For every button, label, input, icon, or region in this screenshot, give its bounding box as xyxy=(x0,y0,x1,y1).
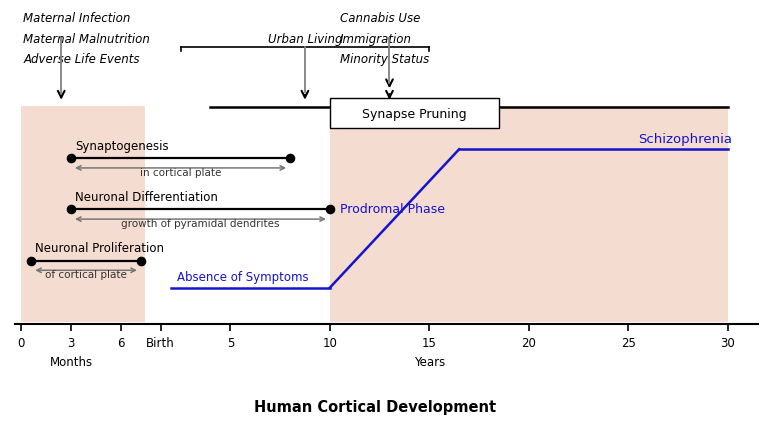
Point xyxy=(65,155,77,162)
Text: Urban Living: Urban Living xyxy=(267,32,342,46)
Text: Maternal Malnutrition: Maternal Malnutrition xyxy=(23,32,150,46)
Text: of cortical plate: of cortical plate xyxy=(45,269,127,279)
Text: Years: Years xyxy=(414,356,445,369)
Text: Maternal Infection: Maternal Infection xyxy=(23,12,131,25)
Text: Neuronal Proliferation: Neuronal Proliferation xyxy=(36,241,165,254)
Text: Months: Months xyxy=(49,356,93,369)
Text: Minority Status: Minority Status xyxy=(340,53,429,66)
Point xyxy=(65,206,77,213)
Text: Human Cortical Development: Human Cortical Development xyxy=(254,399,495,414)
Bar xyxy=(330,106,727,323)
Point xyxy=(26,258,38,265)
Text: Neuronal Differentiation: Neuronal Differentiation xyxy=(75,191,218,203)
Text: Schizophrenia: Schizophrenia xyxy=(638,132,732,145)
Text: Immigration: Immigration xyxy=(340,32,412,46)
Point xyxy=(284,155,296,162)
Text: Adverse Life Events: Adverse Life Events xyxy=(23,53,140,66)
Bar xyxy=(330,99,499,129)
Bar xyxy=(22,106,145,323)
Text: growth of pyramidal dendrites: growth of pyramidal dendrites xyxy=(121,219,280,228)
Point xyxy=(135,258,147,265)
Point xyxy=(324,206,336,213)
Text: in cortical plate: in cortical plate xyxy=(140,167,221,177)
Text: Synapse Pruning: Synapse Pruning xyxy=(362,107,467,120)
Text: Absence of Symptoms: Absence of Symptoms xyxy=(176,271,308,283)
Text: Cannabis Use: Cannabis Use xyxy=(340,12,420,25)
Text: Synaptogenesis: Synaptogenesis xyxy=(75,139,169,152)
Text: Prodromal Phase: Prodromal Phase xyxy=(340,203,444,216)
